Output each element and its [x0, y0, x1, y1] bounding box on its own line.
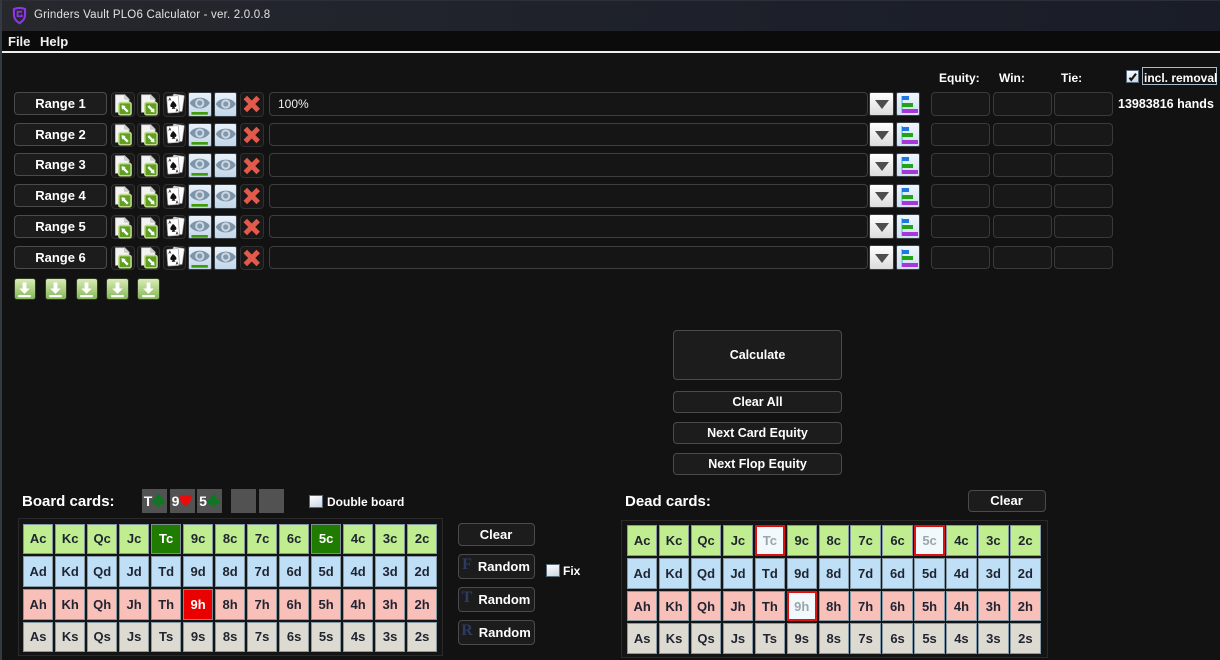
- svg-text:A: A: [175, 261, 178, 266]
- svg-text:A: A: [168, 127, 171, 132]
- svg-text:A: A: [168, 250, 171, 255]
- svg-text:A: A: [168, 96, 171, 101]
- svg-text:A: A: [175, 107, 178, 112]
- svg-text:A: A: [168, 158, 171, 163]
- svg-text:A: A: [175, 169, 178, 174]
- svg-text:A: A: [168, 219, 171, 224]
- svg-text:A: A: [175, 199, 178, 204]
- svg-text:A: A: [175, 138, 178, 143]
- svg-text:A: A: [168, 188, 171, 193]
- svg-text:A: A: [175, 230, 178, 235]
